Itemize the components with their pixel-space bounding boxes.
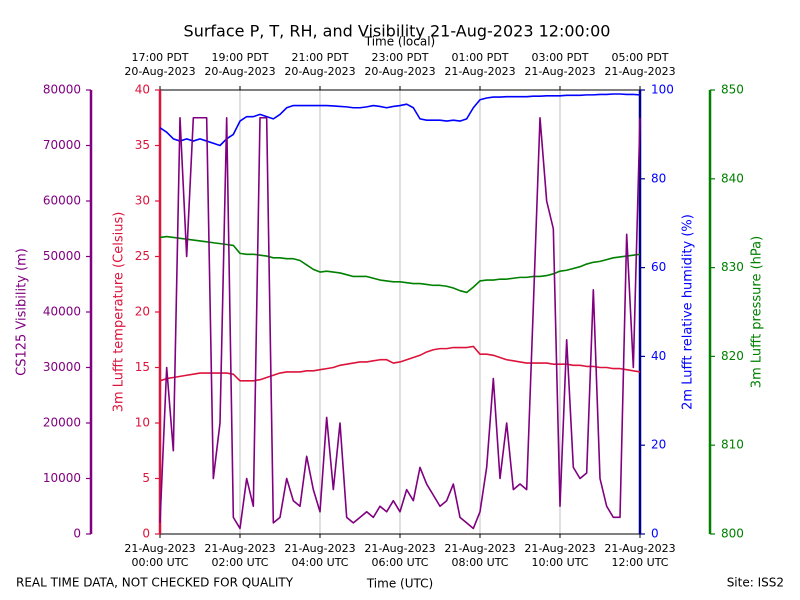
y-tick-label: 40 (651, 349, 666, 363)
footer-note: REAL TIME DATA, NOT CHECKED FOR QUALITY (16, 576, 294, 590)
y-axis-label: 3m Lufft temperature (Celsius) (112, 212, 127, 413)
y-tick-label: 20 (651, 438, 666, 452)
y-tick-label: 820 (721, 349, 744, 363)
x-tick-label: 21-Aug-2023 06:00 UTC (364, 542, 435, 569)
x2-tick-label: 17:00 PDT 20-Aug-2023 (124, 51, 195, 78)
y-axis-label: 2m Lufft relative humidity (%) (681, 214, 696, 410)
y-tick-label: 30000 (43, 360, 81, 374)
y-tick-label: 40000 (43, 305, 81, 319)
y-tick-label: 25 (135, 249, 150, 263)
y-tick-label: 840 (721, 171, 744, 185)
y-tick-label: 50000 (43, 249, 81, 263)
y-tick-label: 0 (651, 527, 659, 541)
y-tick-label: 5 (142, 471, 150, 485)
data-line (159, 235, 641, 294)
y-tick-label: 830 (721, 260, 744, 274)
chart-title: Surface P, T, RH, and Visibility 21-Aug-… (184, 22, 611, 41)
x-tick-label: 21-Aug-2023 12:00 UTC (604, 542, 675, 569)
site-label: Site: ISS2 (727, 576, 784, 590)
x2-tick-label: 23:00 PDT 20-Aug-2023 (364, 51, 435, 78)
x-tick-label: 21-Aug-2023 02:00 UTC (204, 542, 275, 569)
y-axis-label: 3m Lufft pressure (hPa) (750, 236, 765, 388)
x-tick-label: 21-Aug-2023 08:00 UTC (444, 542, 515, 569)
data-line (159, 93, 641, 147)
y-tick-label: 10 (135, 416, 150, 430)
y-tick-label: 35 (135, 138, 150, 152)
y-tick-label: 100 (651, 83, 674, 97)
y-tick-label: 15 (135, 360, 150, 374)
y-tick-label: 60 (651, 260, 666, 274)
y-tick-label: 20000 (43, 416, 81, 430)
x2-tick-label: 19:00 PDT 20-Aug-2023 (204, 51, 275, 78)
y-tick-label: 0 (73, 527, 81, 541)
y-tick-label: 810 (721, 438, 744, 452)
y-axis-label: CS125 Visibility (m) (15, 248, 30, 376)
x2-tick-label: 21:00 PDT 20-Aug-2023 (284, 51, 355, 78)
data-line (159, 116, 641, 530)
y-tick-label: 30 (135, 194, 150, 208)
y-tick-label: 10000 (43, 471, 81, 485)
y-tick-label: 80000 (43, 83, 81, 97)
x-tick-label: 21-Aug-2023 10:00 UTC (524, 542, 595, 569)
data-line (159, 345, 641, 382)
x-axis-label: Time (UTC) (366, 577, 433, 591)
x2-tick-label: 03:00 PDT 21-Aug-2023 (524, 51, 595, 78)
x2-tick-label: 05:00 PDT 21-Aug-2023 (604, 51, 675, 78)
x-tick-label: 21-Aug-2023 04:00 UTC (284, 542, 355, 569)
x2-tick-label: 01:00 PDT 21-Aug-2023 (444, 51, 515, 78)
y-tick-label: 70000 (43, 138, 81, 152)
y-tick-label: 800 (721, 527, 744, 541)
y-tick-label: 40 (135, 83, 150, 97)
y-tick-label: 20 (135, 305, 150, 319)
x-tick-label: 21-Aug-2023 00:00 UTC (124, 542, 195, 569)
y-tick-label: 60000 (43, 194, 81, 208)
y-tick-label: 850 (721, 83, 744, 97)
y-tick-label: 80 (651, 171, 666, 185)
y-tick-label: 0 (142, 527, 150, 541)
x2-axis-label: Time (local) (364, 35, 436, 49)
